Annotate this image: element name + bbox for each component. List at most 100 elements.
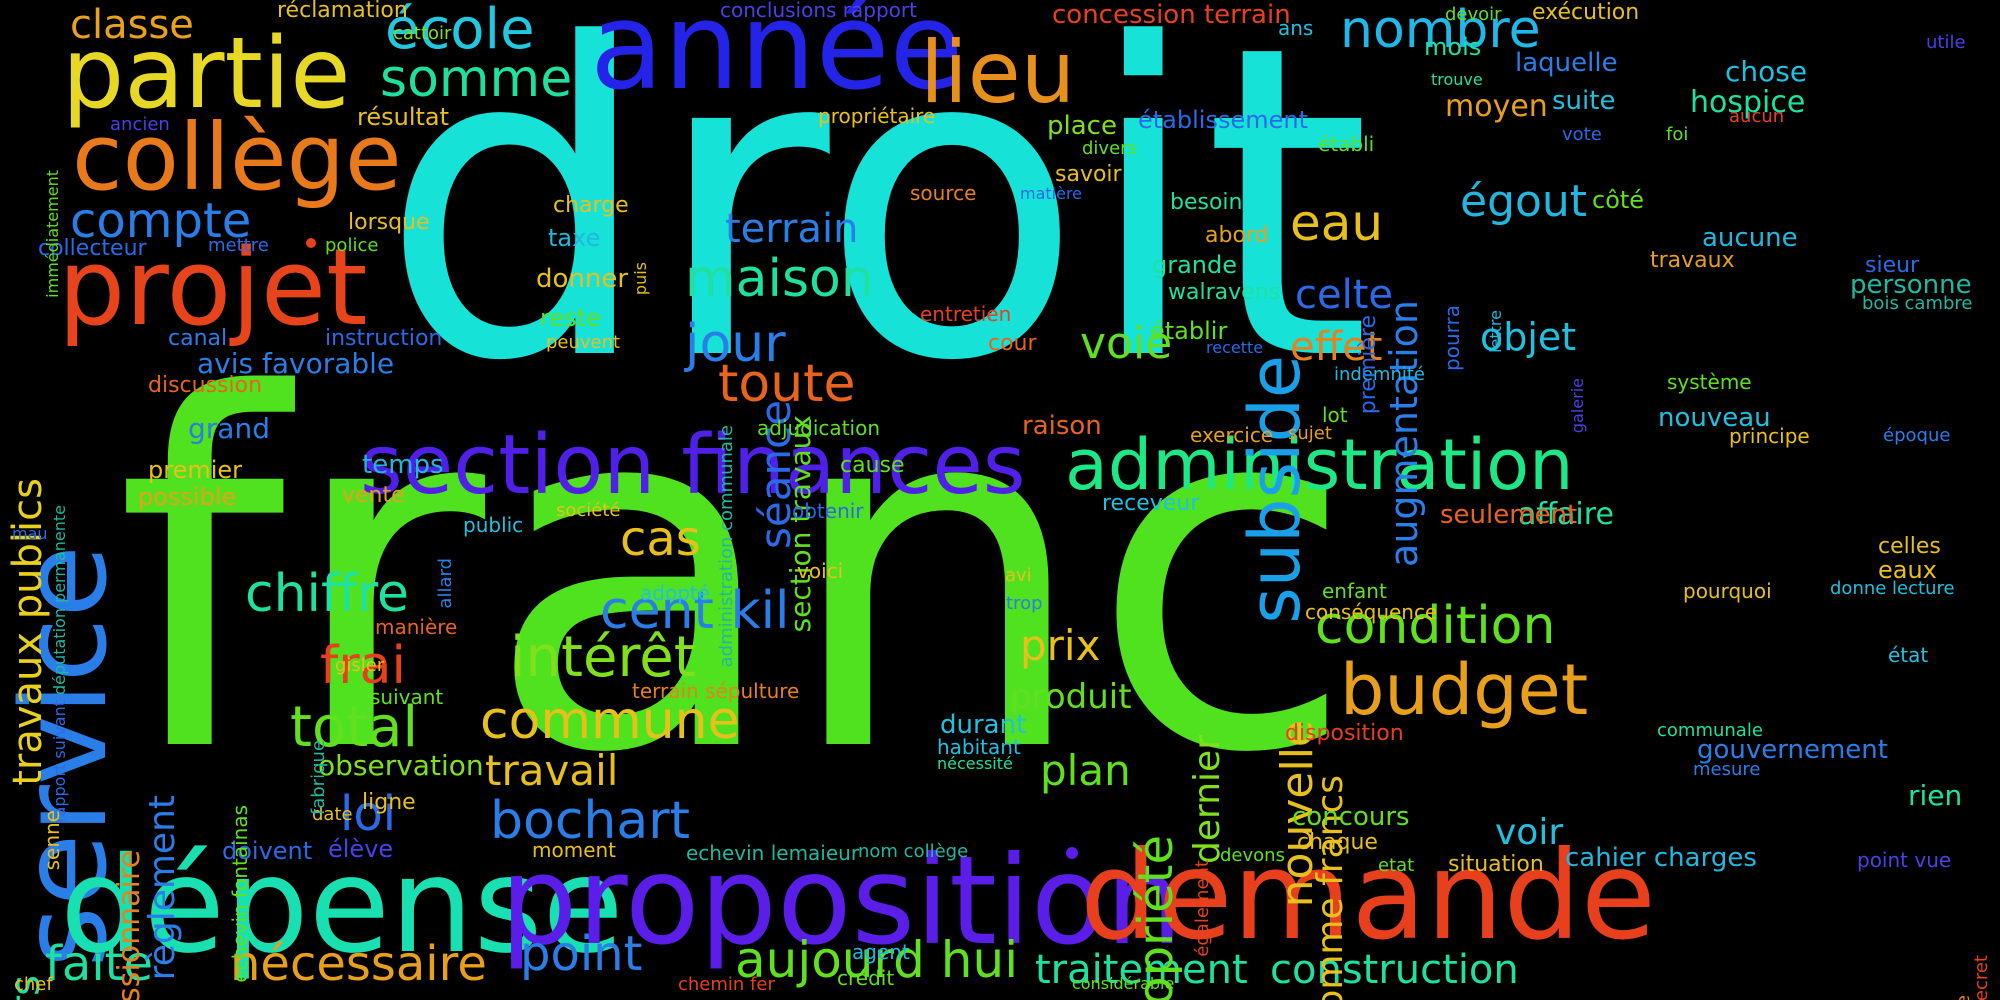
word: communale <box>1657 720 1763 741</box>
word: année <box>590 0 964 117</box>
word: adopté <box>640 581 711 605</box>
decorative-dot <box>306 238 316 248</box>
word: proposition <box>500 830 1183 972</box>
word: etat <box>1378 855 1415 876</box>
word: frai <box>320 636 406 696</box>
word: cahier charges <box>1565 843 1757 873</box>
word: côté <box>1592 186 1645 214</box>
word: collège <box>72 104 402 211</box>
word: puis <box>631 262 650 296</box>
word: allard <box>435 558 456 609</box>
word: mettre <box>208 235 269 256</box>
word: trouve <box>1431 70 1483 89</box>
word: voici <box>797 559 844 583</box>
word: terrain sépulture <box>632 679 800 703</box>
word: mau <box>12 524 48 543</box>
word: nécessaire <box>230 936 487 992</box>
word: bois cambre <box>1862 293 1973 314</box>
word: durant <box>940 710 1027 740</box>
word: rapport suivant <box>50 700 69 824</box>
word: police <box>325 235 379 256</box>
word: utile <box>1926 32 1966 53</box>
word: mois <box>1424 33 1482 61</box>
word: prix <box>1020 621 1101 670</box>
word: franc <box>115 295 1357 859</box>
word: vote <box>1562 124 1602 145</box>
word: lettre <box>1486 310 1505 353</box>
word: avis favorable <box>197 347 395 380</box>
word: senne <box>40 810 64 871</box>
word: affaire <box>1518 497 1614 532</box>
word: faite <box>45 936 153 992</box>
word: cour <box>988 331 1037 356</box>
word: cause <box>840 453 905 478</box>
word: trop <box>1006 593 1043 614</box>
word: donne lecture <box>1830 578 1955 599</box>
word: loi <box>340 786 397 842</box>
word: traitement <box>1035 947 1248 993</box>
word: chose <box>1725 55 1808 88</box>
word: savoir <box>1055 162 1122 187</box>
word: foi <box>1666 124 1689 145</box>
word: disposition <box>1285 721 1404 746</box>
word: discussion <box>148 373 263 398</box>
word: abord <box>1205 223 1269 248</box>
word: point vue <box>1857 848 1952 872</box>
word: point <box>520 926 643 982</box>
word: enfant <box>1322 579 1387 603</box>
word: grand <box>188 412 270 445</box>
word: celte <box>1295 272 1394 318</box>
decorative-dot <box>1066 847 1078 859</box>
word: laquelle <box>1515 48 1618 78</box>
word: sujet <box>1288 423 1332 444</box>
word: walravens <box>1168 280 1281 305</box>
word: hospice <box>1690 85 1806 120</box>
word: première <box>1356 315 1381 415</box>
word: premier <box>148 456 243 484</box>
word: source <box>910 181 977 205</box>
word: moyen <box>1445 89 1548 124</box>
word: travail <box>485 746 619 795</box>
word: reste <box>540 304 601 332</box>
word: maison <box>685 249 874 309</box>
word: concours <box>1292 802 1410 832</box>
word: aucune <box>1702 223 1798 253</box>
word: vente <box>342 483 405 508</box>
word: aucun <box>1729 106 1785 127</box>
word: projet <box>58 226 368 349</box>
word: receveur <box>1102 491 1200 516</box>
word: cas <box>620 511 701 567</box>
word: sieur <box>1865 253 1920 278</box>
word: effet <box>1290 324 1383 370</box>
word: habitant <box>937 735 1021 759</box>
word: doivent <box>222 837 313 865</box>
word: élève <box>328 835 394 863</box>
word: recette <box>1206 338 1264 357</box>
word: donner <box>536 264 629 294</box>
word: ans <box>1278 16 1314 40</box>
word: établi <box>1318 132 1375 156</box>
word: echevin lemaieur <box>686 841 860 865</box>
word: également <box>1192 860 1213 957</box>
word: besoin <box>1170 190 1243 215</box>
word: conséquence <box>1305 600 1438 624</box>
word: règlement <box>142 795 183 981</box>
word: adjudication <box>757 416 880 440</box>
word: droit <box>380 0 1372 455</box>
word: galerie <box>1568 378 1587 434</box>
word: cattoir <box>393 23 452 44</box>
word: lieu <box>920 23 1076 123</box>
word: chiffre <box>245 564 410 624</box>
word: propriétaire <box>818 104 936 128</box>
word: augmentation <box>1382 300 1426 567</box>
word: temps <box>362 450 444 480</box>
word: établissement <box>1138 106 1308 134</box>
word: echevin fontainas <box>228 805 252 983</box>
word: terrain <box>725 206 859 252</box>
word: comité secret <box>1971 955 1992 1000</box>
word: matière <box>1020 184 1083 203</box>
word: agent <box>852 940 910 964</box>
word: personne <box>1850 270 1972 300</box>
word: condition <box>1315 596 1556 656</box>
